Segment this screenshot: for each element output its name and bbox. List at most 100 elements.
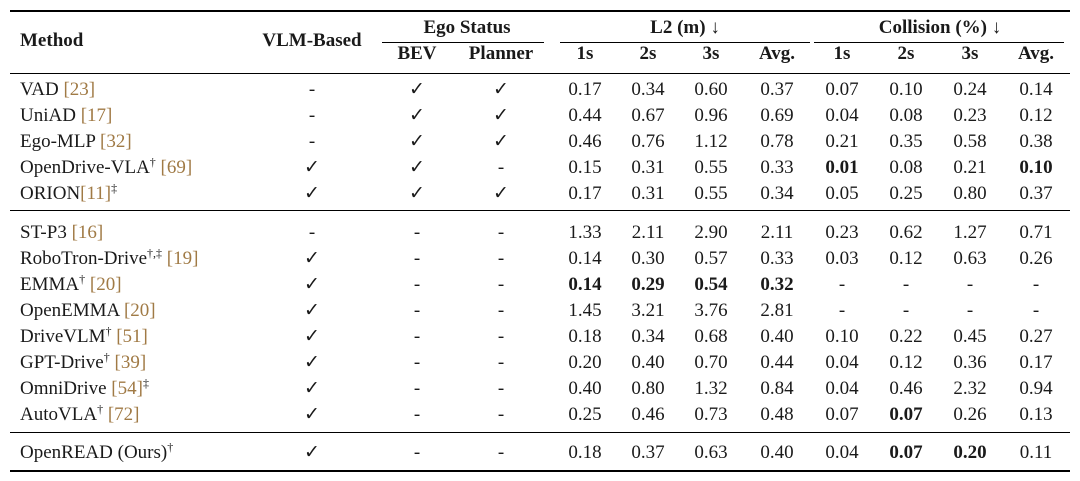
bev-cell: ✓ xyxy=(409,105,425,126)
method-name: OpenEMMA [20] xyxy=(20,300,156,322)
l2-value-cell: 0.63 xyxy=(694,442,728,463)
subheader-l2-3s: 3s xyxy=(702,43,720,64)
vlm-based-cell: - xyxy=(308,79,316,100)
subheader-collision-2s: 2s xyxy=(897,43,915,64)
citation-link[interactable]: [11] xyxy=(80,183,112,204)
method-label: GPT-Drive xyxy=(20,352,104,373)
collision-value-cell: 0.08 xyxy=(889,105,923,126)
citation-link[interactable]: [54] xyxy=(111,378,143,399)
citation-link[interactable]: [20] xyxy=(123,300,156,321)
citation-link[interactable]: [51] xyxy=(116,326,148,347)
citation-link[interactable]: [19] xyxy=(166,248,199,269)
citation-link[interactable]: [39] xyxy=(114,352,147,373)
method-name: EMMA† [20] xyxy=(20,272,122,296)
planner-cell: - xyxy=(497,326,505,347)
vlm-based-cell: ✓ xyxy=(304,352,320,373)
collision-value-cell: - xyxy=(1032,300,1040,321)
bev-cell: - xyxy=(413,274,421,295)
method-footnote-mark: ‡ xyxy=(111,181,118,195)
vlm-based-cell: ✓ xyxy=(304,326,320,347)
collision-value-cell: 0.38 xyxy=(1019,131,1053,152)
collision-value-cell: - xyxy=(838,274,846,295)
citation-link[interactable]: [20] xyxy=(89,274,122,295)
collision-value-cell: 0.25 xyxy=(889,183,923,204)
collision-value-cell: 0.62 xyxy=(889,222,923,243)
collision-value-cell: 0.26 xyxy=(953,404,987,425)
collision-value-cell: 0.04 xyxy=(825,352,859,373)
l2-value-cell: 0.17 xyxy=(568,183,602,204)
bev-cell: - xyxy=(413,248,421,269)
planner-cell: - xyxy=(497,222,505,243)
l2-value-cell: 3.21 xyxy=(631,300,665,321)
l2-value-cell: 0.32 xyxy=(760,274,794,295)
vlm-based-cell: ✓ xyxy=(304,274,320,295)
bev-cell: - xyxy=(413,442,421,463)
collision-value-cell: 0.17 xyxy=(1019,352,1053,373)
citation-link[interactable]: [69] xyxy=(160,157,193,178)
bev-cell: ✓ xyxy=(409,131,425,152)
bev-cell: - xyxy=(413,378,421,399)
collision-value-cell: 0.26 xyxy=(1019,248,1053,269)
collision-value-cell: 0.35 xyxy=(889,131,923,152)
method-name: VAD [23] xyxy=(20,79,95,101)
l2-value-cell: 0.30 xyxy=(631,248,665,269)
vlm-based-cell: - xyxy=(308,131,316,152)
l2-value-cell: 0.40 xyxy=(568,378,602,399)
vlm-based-cell: ✓ xyxy=(304,378,320,399)
l2-value-cell: 0.31 xyxy=(631,157,665,178)
l2-value-cell: 1.33 xyxy=(568,222,602,243)
method-name: GPT-Drive† [39] xyxy=(20,351,147,374)
l2-value-cell: 2.81 xyxy=(760,300,794,321)
subheader-collision-Avg: Avg. xyxy=(1017,43,1055,64)
collision-value-cell: 0.27 xyxy=(1019,326,1053,347)
citation-link[interactable]: [32] xyxy=(100,131,132,152)
l2-value-cell: 0.20 xyxy=(568,352,602,373)
collision-value-cell: 0.63 xyxy=(953,248,987,269)
method-label: DriveVLM xyxy=(20,326,106,347)
vlm-based-header: VLM-Based xyxy=(262,30,362,51)
l2-value-cell: 0.37 xyxy=(631,442,665,463)
l2-value-cell: 0.44 xyxy=(760,352,794,373)
l2-value-cell: 0.14 xyxy=(568,248,602,269)
collision-value-cell: 0.22 xyxy=(889,326,923,347)
citation-link[interactable]: [72] xyxy=(107,404,140,425)
method-name: DriveVLM† [51] xyxy=(20,325,148,348)
l2-value-cell: 1.32 xyxy=(694,378,728,399)
l2-value-cell: 0.31 xyxy=(631,183,665,204)
collision-value-cell: 0.46 xyxy=(889,378,923,399)
planner-cell: ✓ xyxy=(493,105,509,126)
bev-cell: - xyxy=(413,404,421,425)
citation-link[interactable]: [17] xyxy=(80,105,113,126)
collision-value-cell: 0.10 xyxy=(1019,157,1053,178)
collision-value-cell: 0.08 xyxy=(889,157,923,178)
bev-header: BEV xyxy=(397,43,437,64)
method-name: OpenREAD (Ours)† xyxy=(20,441,173,464)
method-name: AutoVLA† [72] xyxy=(20,403,140,426)
l2-value-cell: 0.54 xyxy=(694,274,728,295)
method-footnote-mark: † xyxy=(79,272,86,286)
collision-value-cell: 0.20 xyxy=(953,442,987,463)
collision-value-cell: 2.32 xyxy=(953,378,987,399)
l2-value-cell: 0.44 xyxy=(568,105,602,126)
l2-value-cell: 1.12 xyxy=(694,131,728,152)
collision-value-cell: 0.36 xyxy=(953,352,987,373)
method-label: UniAD xyxy=(20,105,81,126)
l2-value-cell: 0.55 xyxy=(694,157,728,178)
l2-value-cell: 2.11 xyxy=(760,222,794,243)
subheader-l2-1s: 1s xyxy=(576,43,594,64)
vlm-based-cell: ✓ xyxy=(304,183,320,204)
l2-value-cell: 0.15 xyxy=(568,157,602,178)
planner-header: Planner xyxy=(468,43,534,64)
planner-cell: ✓ xyxy=(493,131,509,152)
collision-value-cell: 0.21 xyxy=(825,131,859,152)
collision-value-cell: 0.71 xyxy=(1019,222,1053,243)
collision-value-cell: 0.24 xyxy=(953,79,987,100)
planner-cell: - xyxy=(497,442,505,463)
citation-link[interactable]: [23] xyxy=(63,79,96,100)
citation-link[interactable]: [16] xyxy=(71,222,104,243)
l2-value-cell: 0.18 xyxy=(568,442,602,463)
collision-value-cell: 0.14 xyxy=(1019,79,1053,100)
collision-value-cell: - xyxy=(902,300,910,321)
l2-value-cell: 0.68 xyxy=(694,326,728,347)
method-label: OpenDrive-VLA xyxy=(20,157,150,178)
